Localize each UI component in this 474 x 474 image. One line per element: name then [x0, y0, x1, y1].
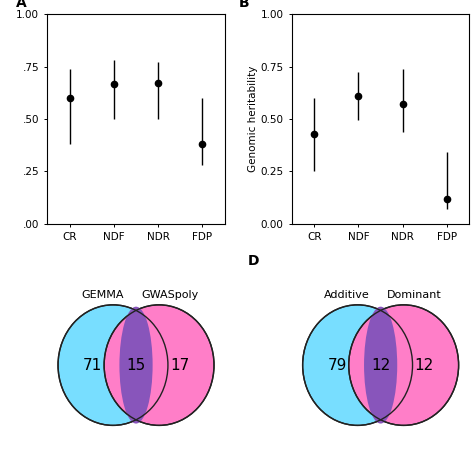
- Text: 12: 12: [371, 357, 390, 373]
- Text: 71: 71: [83, 357, 102, 373]
- Text: B: B: [239, 0, 249, 10]
- Ellipse shape: [104, 305, 214, 425]
- Ellipse shape: [349, 305, 459, 425]
- Text: Additive: Additive: [324, 290, 370, 300]
- Ellipse shape: [364, 307, 397, 424]
- Text: 12: 12: [414, 357, 434, 373]
- Text: 79: 79: [328, 357, 347, 373]
- Ellipse shape: [58, 305, 168, 425]
- Text: 15: 15: [127, 357, 146, 373]
- Text: 17: 17: [170, 357, 189, 373]
- Text: Dominant: Dominant: [387, 290, 442, 300]
- Text: D: D: [248, 254, 259, 268]
- Ellipse shape: [302, 305, 412, 425]
- Text: A: A: [16, 0, 26, 10]
- Text: GWASpoly: GWASpoly: [141, 290, 198, 300]
- Ellipse shape: [119, 307, 153, 424]
- Text: GEMMA: GEMMA: [81, 290, 124, 300]
- Y-axis label: Genomic heritability: Genomic heritability: [248, 66, 258, 172]
